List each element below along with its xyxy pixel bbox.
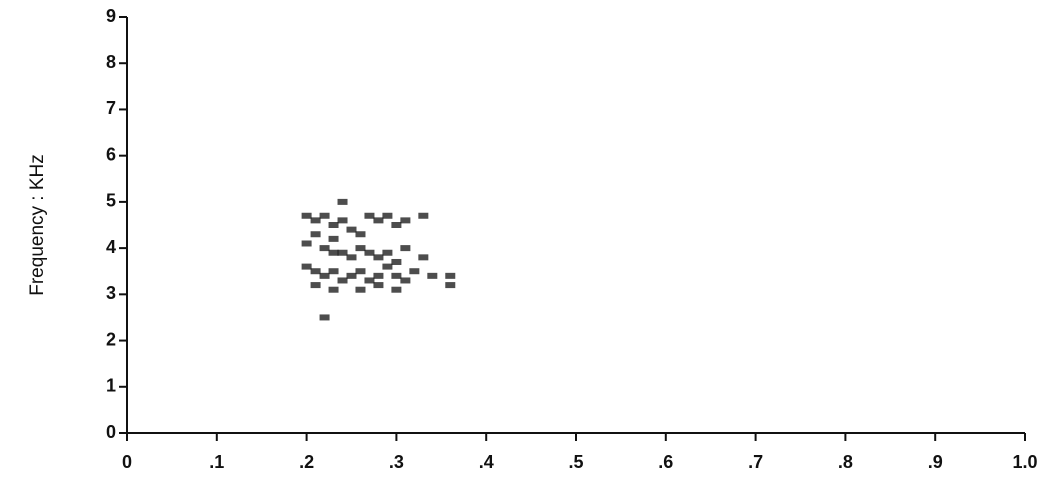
- energy-cell: [301, 263, 312, 270]
- energy-cell: [319, 314, 330, 321]
- energy-cell: [346, 226, 357, 233]
- y-tick-label: 0: [106, 422, 116, 442]
- y-tick-label: 6: [106, 144, 116, 164]
- energy-cell: [355, 268, 366, 275]
- energy-cell: [400, 277, 411, 284]
- x-tick-label: .9: [928, 452, 943, 472]
- energy-cell: [391, 258, 402, 265]
- energy-cell: [328, 286, 339, 293]
- energy-cell: [337, 249, 348, 256]
- energy-cell: [346, 272, 357, 279]
- energy-cell: [310, 282, 321, 289]
- x-tick-label: .8: [838, 452, 853, 472]
- energy-cell: [310, 231, 321, 238]
- y-tick-label: 5: [106, 191, 116, 211]
- x-tick-label: .1: [209, 452, 224, 472]
- energy-cell: [301, 212, 312, 219]
- energy-cell: [319, 245, 330, 252]
- y-tick-label: 9: [106, 6, 116, 26]
- energy-cell: [319, 212, 330, 219]
- energy-cell: [373, 272, 384, 279]
- energy-cell: [364, 277, 375, 284]
- energy-cell: [445, 282, 456, 289]
- energy-cell: [373, 217, 384, 224]
- energy-cell: [391, 272, 402, 279]
- energy-cell: [355, 286, 366, 293]
- y-tick-label: 4: [106, 237, 116, 257]
- y-tick-label: 7: [106, 98, 116, 118]
- energy-cell: [409, 268, 420, 275]
- energy-cell: [382, 249, 393, 256]
- energy-cell: [346, 254, 357, 261]
- energy-cell: [391, 222, 402, 228]
- energy-cell: [328, 222, 339, 228]
- energy-cell: [418, 212, 429, 219]
- energy-cell: [319, 272, 330, 279]
- energy-cell: [328, 249, 339, 256]
- x-tick-label: .2: [299, 452, 314, 472]
- x-tick-label: .6: [658, 452, 673, 472]
- energy-cell: [337, 277, 348, 284]
- energy-cell: [301, 240, 312, 247]
- x-tick-label: .4: [479, 452, 494, 472]
- energy-cell: [382, 263, 393, 270]
- y-tick-label: 2: [106, 329, 116, 349]
- x-tick-label: .7: [748, 452, 763, 472]
- energy-cell: [445, 272, 456, 279]
- x-tick-label: .3: [389, 452, 404, 472]
- energy-cell: [355, 245, 366, 252]
- energy-cell: [328, 235, 339, 242]
- energy-cell: [310, 268, 321, 275]
- y-axis-label: Frequency : KHz: [27, 154, 48, 296]
- energy-cell: [364, 212, 375, 219]
- y-tick-label: 8: [106, 52, 116, 72]
- energy-cell: [364, 249, 375, 256]
- energy-cell: [400, 217, 411, 224]
- energy-cell: [373, 282, 384, 289]
- energy-cell: [382, 212, 393, 219]
- energy-cell: [310, 217, 321, 224]
- energy-cell: [400, 245, 411, 252]
- energy-cell: [328, 268, 339, 275]
- x-tick-label: .5: [568, 452, 583, 472]
- y-tick-label: 3: [106, 283, 116, 303]
- energy-cell: [355, 231, 366, 238]
- energy-cell: [391, 286, 402, 293]
- x-tick-label: 1.0: [1012, 452, 1037, 472]
- energy-cell: [337, 198, 348, 205]
- x-tick-label: 0: [122, 452, 132, 472]
- y-tick-label: 1: [106, 376, 116, 396]
- energy-cell: [427, 272, 438, 279]
- energy-cell: [373, 254, 384, 261]
- energy-cell: [337, 217, 348, 224]
- energy-cell: [418, 254, 429, 261]
